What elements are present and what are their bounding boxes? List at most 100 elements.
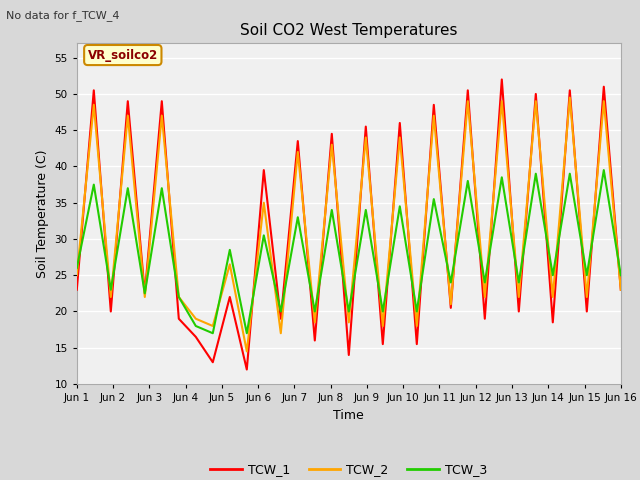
TCW_3 [311,309,319,314]
Line: TCW_2: TCW_2 [77,97,621,351]
TCW_3 [515,280,523,286]
TCW_1 [515,309,523,314]
TCW_3 [328,207,335,213]
X-axis label: Time: Time [333,408,364,421]
TCW_2 [175,294,182,300]
TCW_1 [192,334,200,340]
TCW_3 [345,309,353,314]
TCW_2 [600,98,607,104]
TCW_2 [532,98,540,104]
TCW_1 [158,98,166,104]
Text: VR_soilco2: VR_soilco2 [88,48,158,61]
TCW_2 [413,323,420,329]
TCW_3 [532,171,540,177]
TCW_2 [549,294,557,300]
TCW_1 [583,309,591,314]
TCW_3 [566,171,573,177]
TCW_3 [430,196,438,202]
TCW_2 [447,301,454,307]
Line: TCW_1: TCW_1 [77,80,621,370]
TCW_2 [396,134,404,140]
TCW_2 [481,294,489,300]
TCW_3 [141,290,148,296]
TCW_1 [90,87,98,93]
TCW_2 [107,294,115,300]
TCW_3 [447,280,454,286]
TCW_3 [362,207,370,213]
TCW_2 [328,142,335,147]
TCW_2 [583,294,591,300]
TCW_1 [294,138,301,144]
TCW_1 [260,167,268,173]
TCW_3 [277,309,285,314]
Y-axis label: Soil Temperature (C): Soil Temperature (C) [36,149,49,278]
TCW_3 [549,272,557,278]
TCW_3 [498,174,506,180]
TCW_1 [328,131,335,137]
TCW_2 [192,316,200,322]
TCW_1 [226,294,234,300]
TCW_1 [379,341,387,347]
TCW_3 [583,272,591,278]
TCW_1 [600,84,607,90]
TCW_1 [617,287,625,293]
TCW_1 [311,337,319,343]
TCW_2 [209,323,216,329]
TCW_1 [481,316,489,322]
TCW_3 [260,232,268,238]
TCW_2 [515,294,523,300]
TCW_3 [209,330,216,336]
TCW_1 [566,87,573,93]
TCW_2 [260,200,268,205]
Legend: TCW_1, TCW_2, TCW_3: TCW_1, TCW_2, TCW_3 [205,458,492,480]
TCW_3 [175,294,182,300]
TCW_1 [362,124,370,130]
TCW_3 [600,167,607,173]
TCW_2 [464,98,472,104]
TCW_2 [243,348,251,354]
TCW_3 [90,182,98,188]
TCW_3 [396,204,404,209]
TCW_3 [481,280,489,286]
TCW_1 [175,316,182,322]
Title: Soil CO2 West Temperatures: Soil CO2 West Temperatures [240,23,458,38]
TCW_2 [158,113,166,119]
TCW_2 [617,287,625,293]
TCW_1 [430,102,438,108]
TCW_3 [413,309,420,314]
TCW_3 [192,323,200,329]
TCW_1 [124,98,132,104]
TCW_1 [532,91,540,97]
TCW_2 [226,262,234,267]
TCW_2 [430,113,438,119]
TCW_3 [226,247,234,253]
TCW_3 [243,330,251,336]
TCW_2 [294,149,301,155]
TCW_1 [277,316,285,322]
Text: No data for f_TCW_4: No data for f_TCW_4 [6,10,120,21]
TCW_1 [107,309,115,314]
TCW_3 [617,272,625,278]
TCW_2 [311,320,319,325]
TCW_2 [90,102,98,108]
TCW_3 [73,265,81,271]
TCW_3 [464,178,472,184]
TCW_1 [413,341,420,347]
TCW_2 [73,272,81,278]
TCW_2 [124,113,132,119]
TCW_3 [124,185,132,191]
TCW_1 [396,120,404,126]
TCW_2 [277,330,285,336]
TCW_2 [345,320,353,325]
TCW_1 [464,87,472,93]
TCW_2 [379,323,387,329]
TCW_1 [345,352,353,358]
TCW_2 [498,98,506,104]
TCW_1 [549,320,557,325]
TCW_1 [73,287,81,293]
Line: TCW_3: TCW_3 [77,170,621,333]
TCW_3 [158,185,166,191]
TCW_3 [107,287,115,293]
TCW_2 [566,95,573,100]
TCW_1 [498,77,506,83]
